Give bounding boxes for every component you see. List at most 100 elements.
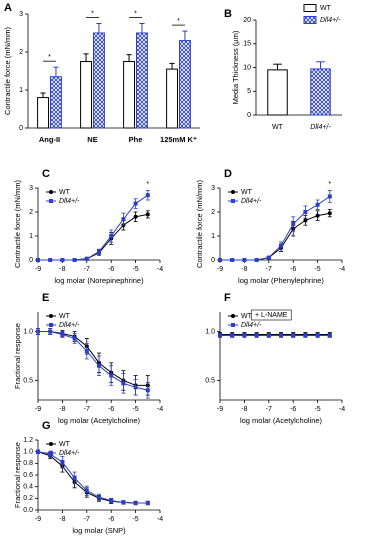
point xyxy=(84,256,89,261)
y-tick-label: 0 xyxy=(211,257,215,264)
y-tick-label: 1.0 xyxy=(205,328,215,335)
point xyxy=(97,495,101,500)
y-axis-title: Media Thickness (µm) xyxy=(231,30,240,104)
legend-marker xyxy=(231,190,235,194)
point xyxy=(109,498,114,503)
y-tick-label: 0.5 xyxy=(205,377,215,384)
y-tick-label: 0 xyxy=(247,112,251,119)
point xyxy=(145,193,150,198)
y-tick-label: 1.0 xyxy=(23,328,33,335)
x-tick-label: -9 xyxy=(35,516,41,523)
point xyxy=(48,329,53,334)
point xyxy=(254,258,259,262)
legend-label: WT xyxy=(241,313,253,320)
x-tick-label: -8 xyxy=(59,406,65,413)
series-line xyxy=(38,194,149,261)
legend-label: Dll4+/- xyxy=(320,17,341,24)
point xyxy=(327,333,332,338)
series-line xyxy=(37,451,148,504)
point xyxy=(60,332,65,337)
point xyxy=(266,333,271,338)
point xyxy=(230,333,235,338)
point xyxy=(72,336,77,341)
legend-swatch xyxy=(303,4,317,12)
point xyxy=(36,449,40,454)
bar xyxy=(123,61,135,129)
point xyxy=(315,202,320,207)
point xyxy=(303,210,308,214)
x-tick-label: -8 xyxy=(241,266,247,273)
y-tick-label: 3 xyxy=(29,185,33,192)
legend-marker xyxy=(49,314,53,318)
series-line xyxy=(37,451,148,504)
legend-label: WT xyxy=(59,189,71,196)
point xyxy=(60,258,65,262)
point xyxy=(254,333,259,338)
x-tick-label: -5 xyxy=(132,266,138,273)
x-tick-label: -5 xyxy=(314,406,320,413)
y-tick-label: 2 xyxy=(29,209,33,216)
legend-label: WT xyxy=(59,441,71,448)
x-tick-label: -9 xyxy=(217,406,223,413)
bar xyxy=(50,76,62,129)
bar xyxy=(136,32,148,129)
y-tick-label: 1 xyxy=(29,233,33,240)
point xyxy=(291,222,296,226)
point xyxy=(133,385,138,390)
x-tick-label: Dll4+/- xyxy=(310,124,331,131)
x-tick-label: -4 xyxy=(339,406,345,413)
point xyxy=(72,475,77,480)
y-tick-label: 0.0 xyxy=(23,507,33,514)
point xyxy=(315,333,320,338)
y-tick-label: 0.6 xyxy=(23,472,33,479)
y-tick-label: 0.8 xyxy=(23,460,33,467)
legend-marker xyxy=(231,314,235,318)
y-tick-label: 1.0 xyxy=(23,449,33,456)
legend-label: Dll4+/- xyxy=(59,322,80,329)
legend-label: WT xyxy=(59,313,71,320)
x-tick-label: Ang-II xyxy=(39,135,60,144)
point xyxy=(133,214,138,219)
point xyxy=(145,388,150,393)
annotation-box xyxy=(250,309,292,321)
x-tick-label: -4 xyxy=(157,266,163,273)
point xyxy=(145,501,150,505)
point xyxy=(133,201,138,206)
x-tick-label: -5 xyxy=(314,266,320,273)
x-tick-label: -8 xyxy=(59,266,65,273)
point xyxy=(279,333,283,338)
point xyxy=(84,349,89,354)
x-axis-title: log molar (Phenylephrine) xyxy=(238,276,324,285)
y-tick-label: 0.5 xyxy=(23,377,33,384)
point xyxy=(303,218,308,223)
point xyxy=(242,258,247,262)
legend-label: Dll4+/- xyxy=(241,198,262,205)
x-tick-label: -4 xyxy=(339,266,345,273)
bar xyxy=(166,68,179,129)
x-axis-title: log molar (Acetylcholine) xyxy=(58,416,141,425)
bar xyxy=(37,97,49,129)
legend-label: WT xyxy=(320,5,332,12)
x-tick-label: -4 xyxy=(157,406,163,413)
legend-label: Dll4+/- xyxy=(241,322,262,329)
y-tick-label: 0.4 xyxy=(23,484,33,491)
point xyxy=(266,255,271,260)
point xyxy=(36,258,40,262)
y-axis-title: Contractile force (mN/mm) xyxy=(195,180,204,268)
point xyxy=(121,381,126,386)
x-tick-label: -8 xyxy=(241,406,247,413)
annotation: + L-NAME xyxy=(255,312,288,319)
panel-label: F xyxy=(224,292,231,304)
legend-marker xyxy=(49,451,53,455)
point xyxy=(109,373,114,378)
legend-marker xyxy=(49,323,53,327)
y-axis-title: Fractional response xyxy=(13,323,22,389)
series-line xyxy=(220,212,330,261)
x-tick-label: -6 xyxy=(290,266,296,273)
y-tick-label: 5 xyxy=(247,88,251,95)
series-line xyxy=(220,195,331,261)
y-tick-label: 3 xyxy=(211,185,215,192)
panel-label: G xyxy=(42,420,51,432)
x-tick-label: -6 xyxy=(290,406,296,413)
y-tick-label: 3 xyxy=(19,11,23,18)
